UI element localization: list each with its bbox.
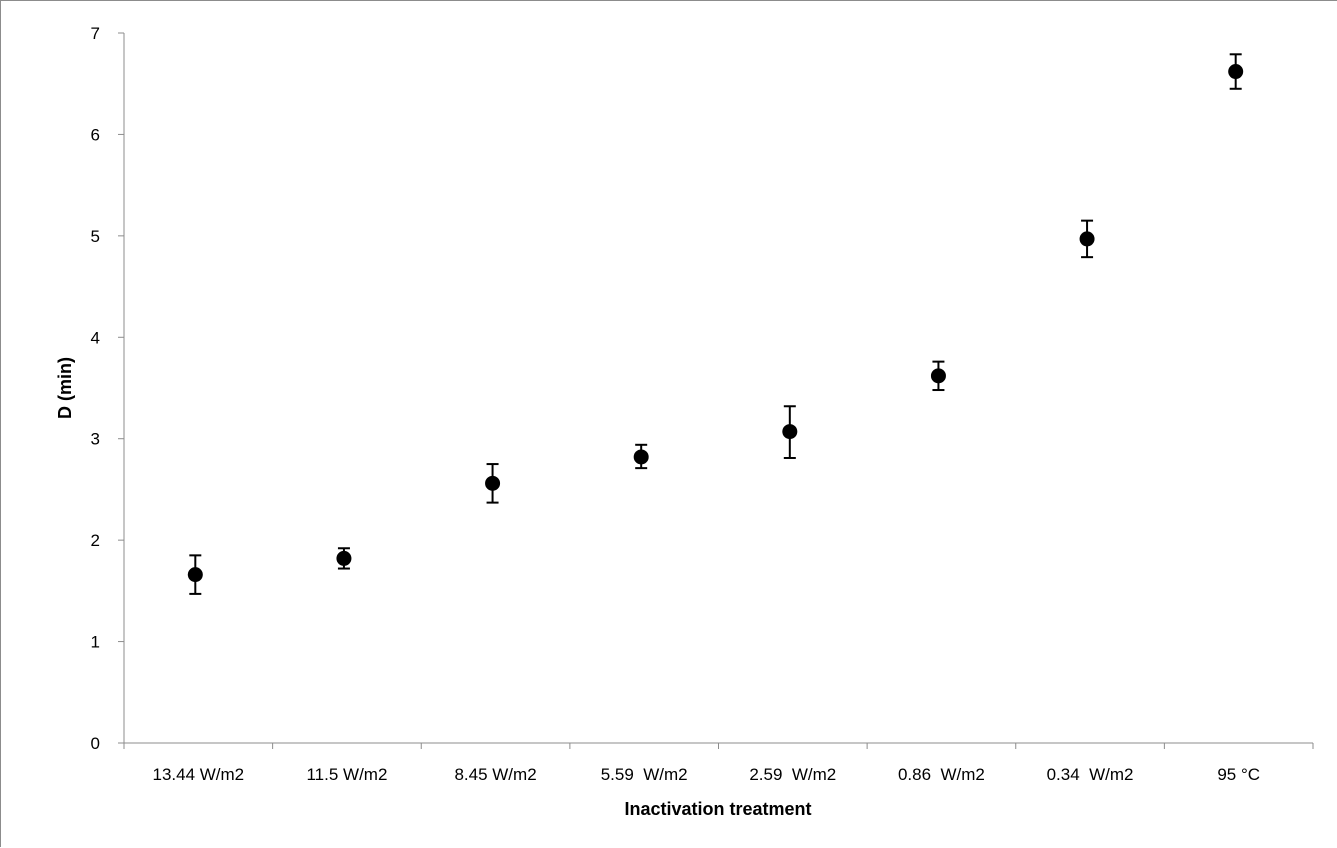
data-point [1079, 231, 1095, 247]
y-tick-label: 0 [91, 734, 100, 753]
y-tick-label: 4 [91, 328, 100, 347]
y-axis-title: D (min) [55, 357, 75, 419]
data-point [336, 550, 352, 566]
data-point-group [187, 554, 203, 595]
y-axis: 0 1 2 3 4 5 6 7 [91, 24, 125, 753]
x-axis: 13.44 W/m2 11.5 W/m2 8.45 W/m2 5.59 W/m2 2.5… [123, 742, 1314, 784]
data-point [485, 475, 501, 491]
x-tick-label: 5.59 W/m2 [601, 765, 688, 784]
data-point [930, 368, 946, 384]
x-tick-label: 13.44 W/m2 [152, 765, 244, 784]
data-point [633, 449, 649, 465]
y-tick-label: 7 [91, 24, 100, 43]
x-tick-label: 2.59 W/m2 [749, 765, 836, 784]
data-point-group [1228, 53, 1244, 90]
data-points [187, 53, 1244, 595]
data-point-group [336, 547, 352, 570]
y-tick-label: 2 [91, 531, 100, 550]
y-tick-label: 1 [91, 633, 100, 652]
y-tick-label: 5 [91, 227, 100, 246]
data-point-group [930, 360, 946, 392]
x-tick-label: 95 °C [1217, 765, 1260, 784]
x-axis-title: Inactivation treatment [624, 799, 811, 819]
x-tick-label: 0.86 W/m2 [898, 765, 985, 784]
data-point-group [633, 443, 649, 470]
data-point [1228, 64, 1244, 80]
x-tick-label: 0.34 W/m2 [1047, 765, 1134, 784]
x-tick-label: 8.45 W/m2 [454, 765, 536, 784]
data-point-group [1079, 219, 1095, 259]
y-tick-label: 6 [91, 125, 100, 144]
data-point-group [485, 463, 501, 504]
data-point-group [782, 405, 798, 459]
data-point [782, 424, 798, 440]
data-point [187, 567, 203, 583]
y-tick-label: 3 [91, 430, 100, 449]
x-tick-label: 11.5 W/m2 [306, 765, 387, 784]
